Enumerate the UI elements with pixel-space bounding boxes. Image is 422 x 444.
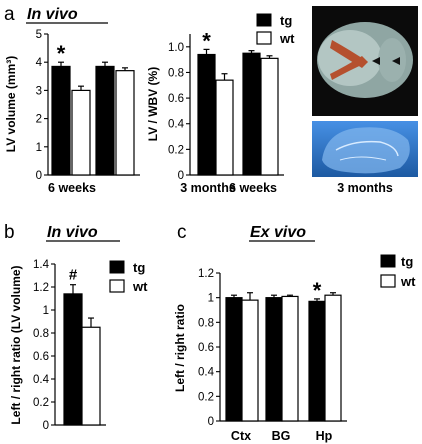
y-tick-label: 1 xyxy=(36,142,42,154)
legend-a-tg-label: tg xyxy=(280,13,292,28)
y-tick-label: 0.8 xyxy=(198,317,214,329)
legend-c-wt-swatch xyxy=(380,274,396,288)
bar-wt-ctx xyxy=(241,299,259,422)
y-tick-label: 1.0 xyxy=(168,42,184,54)
y-tick-label: 0.2 xyxy=(198,391,214,403)
y-tick-label: 2 xyxy=(36,114,42,126)
bar-tg-bg xyxy=(265,297,283,422)
category-label: Ctx xyxy=(231,429,251,443)
legend-a-wt-swatch xyxy=(256,31,272,45)
category-label: 6 weeks xyxy=(48,181,96,195)
significance-marker: * xyxy=(57,41,66,66)
bar-wt-6-weeks xyxy=(71,89,91,176)
category-label: 6 weeks xyxy=(229,181,277,195)
photo-caption: 3 months xyxy=(337,181,393,195)
y-tick-label: 5 xyxy=(36,29,42,41)
significance-marker: * xyxy=(202,28,211,53)
y-tick-label: 0.6 xyxy=(168,93,184,105)
y-tick-label: 0.4 xyxy=(33,374,50,386)
bar-tg-group-2 xyxy=(95,65,115,176)
y-tick-label: 1 xyxy=(43,305,49,317)
category-label: BG xyxy=(272,429,291,443)
y-tick-label: 0.4 xyxy=(168,119,185,131)
y-tick-label: 1 xyxy=(208,293,214,305)
y-tick-label: 0 xyxy=(208,416,214,428)
panel-letter-c: c xyxy=(177,222,187,243)
significance-marker: # xyxy=(69,267,78,284)
bar-tg-hp xyxy=(308,300,326,422)
panel-a-header: In vivo xyxy=(27,6,78,23)
y-tick-label: 0 xyxy=(36,170,42,182)
panel-letter-a: a xyxy=(4,4,15,25)
panel-c-header: Ex vivo xyxy=(250,224,306,241)
legend-c-tg-label: tg xyxy=(401,254,413,269)
category-label: Hp xyxy=(316,429,333,443)
bar-wt-bg xyxy=(281,295,299,422)
chart-lr-ratio-invivo: 0 0.2 0.4 0.6 0.8 1 1.2 1.4 Left / right ratio (… xyxy=(9,259,106,432)
bar-tg-6-weeks xyxy=(242,52,261,176)
bar-wt-group-2 xyxy=(115,70,135,176)
category-label: 3 months xyxy=(180,181,236,195)
y-tick-label: 0.8 xyxy=(168,67,184,79)
y-tick-label: 1.2 xyxy=(33,282,49,294)
bar-wt-hp xyxy=(324,294,342,422)
y-tick-label: 0.6 xyxy=(198,342,214,354)
bar-wt-3-months xyxy=(215,79,234,176)
legend-c-tg-swatch xyxy=(380,254,396,268)
y-axis-label: Left / right ratio xyxy=(173,304,187,392)
y-tick-label: 4 xyxy=(36,57,43,69)
y-axis-label: LV / WBV (%) xyxy=(146,67,160,141)
y-tick-label: 1.2 xyxy=(198,268,214,280)
y-tick-label: 0.6 xyxy=(33,351,49,363)
bar-tg-group-1 xyxy=(63,293,83,426)
y-tick-label: 0.2 xyxy=(168,144,184,156)
y-tick-label: 0.4 xyxy=(198,367,215,379)
legend-b-wt-label: wt xyxy=(132,279,148,294)
bar-wt-group-1 xyxy=(81,326,101,426)
y-tick-label: 0 xyxy=(43,420,49,432)
y-tick-label: 0.2 xyxy=(33,397,49,409)
panel-letter-b: b xyxy=(4,222,15,243)
legend-b-wt-swatch xyxy=(109,279,125,293)
bar-tg-ctx xyxy=(225,297,243,422)
mri-axial-image xyxy=(312,6,418,116)
panel-b-header: In vivo xyxy=(47,224,98,241)
chart-lr-ratio-exvivo: 0 0.2 0.4 0.6 0.8 1 1.2 Left / right ratio * Ctx B… xyxy=(173,268,347,443)
significance-marker: * xyxy=(313,278,322,303)
chart-lv-volume: 0 1 2 3 4 5 LV volume (mm³) * 6 weeks xyxy=(4,29,140,195)
bar-wt-6-weeks xyxy=(260,57,279,176)
legend-c-wt-label: wt xyxy=(400,274,416,289)
y-tick-label: 1.4 xyxy=(33,259,50,271)
y-axis-label: LV volume (mm³) xyxy=(4,56,18,152)
y-axis-label: Left / right ratio (LV volume) xyxy=(9,265,23,424)
legend-a-tg-swatch xyxy=(256,13,272,27)
bar-tg-3-months xyxy=(197,53,216,176)
bar-tg-6-weeks xyxy=(51,65,71,176)
legend-b-tg-label: tg xyxy=(133,260,145,275)
y-tick-label: 0 xyxy=(178,170,184,182)
y-tick-label: 0.8 xyxy=(33,328,49,340)
legend-b-tg-swatch xyxy=(109,260,125,274)
mri-3d-render-image xyxy=(312,121,418,177)
legend-a-wt-label: wt xyxy=(279,31,295,46)
y-tick-label: 3 xyxy=(36,85,42,97)
